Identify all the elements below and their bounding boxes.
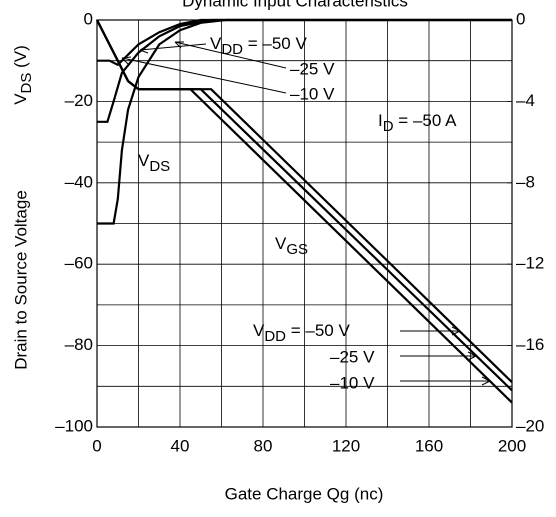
y-tick-label: 0 [84,9,93,28]
y-tick-label: –100 [55,416,93,435]
y2-tick-label: –20 [516,416,544,435]
arrow [400,376,491,386]
y2-tick-label: –16 [516,335,544,354]
annotation: VDD = –50 V [253,321,350,344]
y2-tick-label: –4 [516,91,535,110]
annotation: –25 V [330,347,375,366]
label-part: V [11,93,30,105]
curve [97,18,512,225]
y-axis-unit: VDS (V) [11,45,34,105]
y2-tick-label: 0 [516,9,525,28]
y-tick-label: –80 [65,335,93,354]
y-tick-label: –60 [65,254,93,273]
y-tick-label: –40 [65,172,93,191]
arrow [139,43,207,54]
x-tick-label: 80 [254,436,273,455]
chart-title: Dynamic Input Characteristics [182,0,408,10]
annotation: –10 V [330,373,375,392]
x-tick-label: 160 [415,436,443,455]
y2-tick-label: –8 [516,172,535,191]
y-axis-label: Drain to Source Voltage [11,190,30,370]
annotation: –10 V [290,84,335,103]
annotation: –25 V [290,59,335,78]
x-tick-label: 120 [332,436,360,455]
annotation: ID = –50 A [378,111,457,134]
annotation: VDS [138,151,170,174]
x-tick-label: 0 [92,436,101,455]
annotation: VGS [275,234,308,257]
y-tick-label: –20 [65,91,93,110]
y2-tick-label: –12 [516,254,544,273]
x-tick-label: 200 [498,436,526,455]
annotation: VDD = –50 V [210,34,307,57]
x-axis-label: Gate Charge Qg (nc) [225,484,384,503]
label-sub: DS [18,73,35,94]
curve [96,19,513,383]
x-tick-label: 40 [171,436,190,455]
label-part: (V) [11,45,30,72]
curve [97,18,512,67]
annotations: VDD = –50 V –25 V –10 V ID = –50 A VDS V… [121,34,491,392]
